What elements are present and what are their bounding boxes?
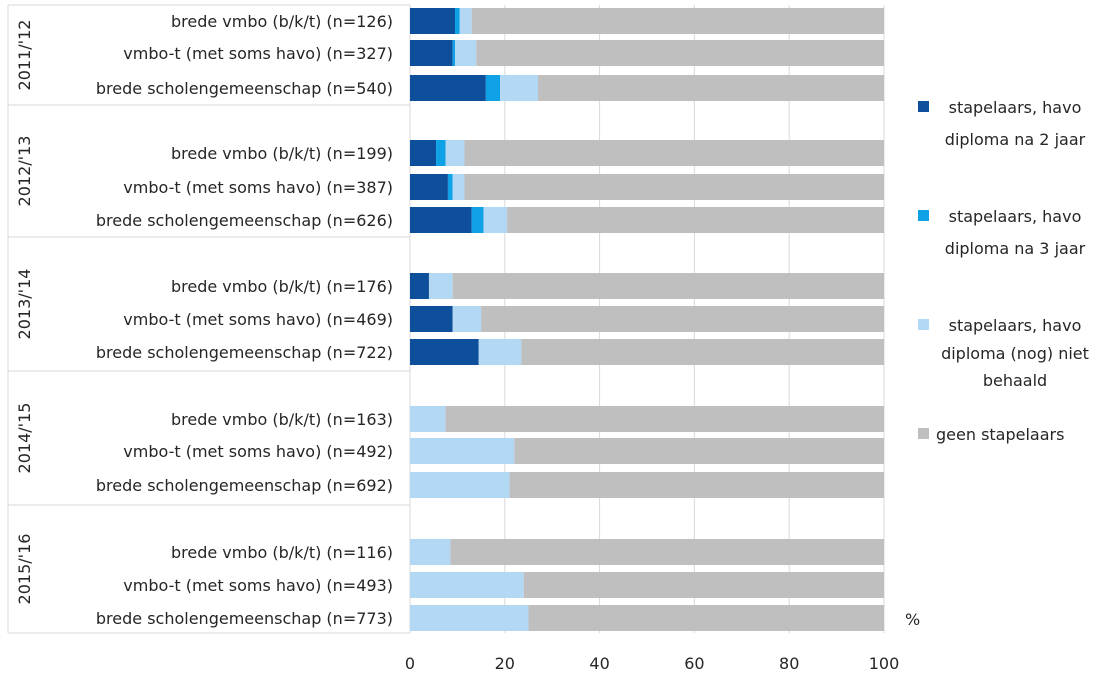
bar-segment — [464, 174, 884, 200]
group-label: 2011/'12 — [15, 20, 34, 91]
bar-segment — [410, 140, 437, 166]
legend-label: diploma (nog) niet — [941, 344, 1089, 363]
bar-segment — [452, 306, 482, 332]
legend: stapelaars, havo diploma na 2 jaar stapela… — [918, 98, 1089, 444]
legend-label: diploma na 3 jaar — [945, 239, 1086, 258]
bar-segment — [410, 438, 515, 464]
bar-segment — [410, 572, 524, 598]
bar-segment — [410, 273, 429, 299]
legend-label: diploma na 2 jaar — [945, 130, 1086, 149]
bar-segment — [459, 8, 472, 34]
bar-segment — [485, 75, 501, 101]
bars — [410, 8, 884, 631]
category-label: brede scholengemeenschap (n=692) — [96, 476, 393, 495]
bar-segment — [428, 273, 453, 299]
bar-segment — [410, 406, 446, 432]
category-label: brede scholengemeenschap (n=773) — [96, 609, 393, 628]
category-label: brede vmbo (b/k/t) (n=163) — [171, 410, 393, 429]
bar-segment — [509, 472, 884, 498]
bar-segment — [455, 8, 460, 34]
bar-segment — [500, 75, 538, 101]
bar-segment — [447, 174, 453, 200]
legend-label: stapelaars, havo — [949, 316, 1082, 335]
bar-segment — [523, 572, 884, 598]
legend-label: stapelaars, havo — [949, 207, 1082, 226]
bar-segment — [455, 40, 477, 66]
x-tick-label: 100 — [869, 654, 900, 673]
bar-segment — [452, 40, 456, 66]
bar-segment — [410, 605, 529, 631]
x-tick-label: 80 — [779, 654, 799, 673]
legend-swatch — [918, 210, 929, 221]
category-label: vmbo-t (met soms havo) (n=492) — [123, 442, 393, 461]
category-label: brede scholengemeenschap (n=626) — [96, 211, 393, 230]
bar-segment — [410, 8, 456, 34]
category-label: brede vmbo (b/k/t) (n=176) — [171, 277, 393, 296]
x-tick-label: 60 — [684, 654, 704, 673]
category-label: brede vmbo (b/k/t) (n=126) — [171, 12, 393, 31]
legend-label: behaald — [983, 371, 1047, 390]
bar-segment — [445, 406, 884, 432]
bar-segment — [528, 605, 884, 631]
bar-segment — [410, 306, 453, 332]
legend-label: geen stapelaars — [936, 425, 1064, 444]
bar-segment — [410, 40, 453, 66]
category-label: brede vmbo (b/k/t) (n=199) — [171, 144, 393, 163]
x-tick-label: 40 — [589, 654, 609, 673]
bar-segment — [452, 273, 884, 299]
bar-segment — [507, 207, 884, 233]
x-tick-label: 20 — [495, 654, 515, 673]
group-label: 2013/'14 — [15, 269, 34, 340]
group-label: 2012/'13 — [15, 136, 34, 207]
bar-segment — [481, 306, 884, 332]
x-tick-label: 0 — [405, 654, 415, 673]
group-labels: 2011/'12 2012/'13 2013/'14 2014/'15 2015/'16 — [15, 20, 34, 605]
bar-segment — [410, 75, 486, 101]
legend-swatch — [918, 319, 929, 330]
bar-segment — [514, 438, 884, 464]
bar-segment — [410, 207, 472, 233]
bar-segment — [410, 174, 448, 200]
bar-segment — [478, 339, 522, 365]
legend-swatch — [918, 428, 929, 439]
category-label: brede scholengemeenschap (n=722) — [96, 343, 393, 362]
bar-segment — [464, 140, 884, 166]
bar-segment — [483, 207, 508, 233]
unit-label: % — [905, 610, 920, 629]
bar-segment — [450, 539, 884, 565]
bar-segment — [410, 472, 510, 498]
category-label: vmbo-t (met soms havo) (n=387) — [123, 178, 393, 197]
bar-segment — [445, 140, 465, 166]
bar-segment — [537, 75, 884, 101]
category-label: vmbo-t (met soms havo) (n=493) — [123, 576, 393, 595]
bar-segment — [436, 140, 446, 166]
category-label: vmbo-t (met soms havo) (n=327) — [123, 44, 393, 63]
legend-swatch — [918, 101, 929, 112]
bar-segment — [452, 174, 465, 200]
x-axis-tick-labels: 0 20 40 60 80 100 — [405, 654, 899, 673]
bar-segment — [521, 339, 884, 365]
bar-segment — [471, 207, 484, 233]
category-label: brede scholengemeenschap (n=540) — [96, 79, 393, 98]
group-label: 2015/'16 — [15, 534, 34, 605]
category-labels: brede vmbo (b/k/t) (n=126) vmbo-t (met so… — [96, 12, 393, 628]
bar-segment — [471, 8, 884, 34]
legend-label: stapelaars, havo — [949, 98, 1082, 117]
category-label: vmbo-t (met soms havo) (n=469) — [123, 310, 393, 329]
bar-segment — [410, 539, 451, 565]
group-label: 2014/'15 — [15, 403, 34, 474]
category-label: brede vmbo (b/k/t) (n=116) — [171, 543, 393, 562]
bar-segment — [410, 339, 479, 365]
bar-segment — [476, 40, 884, 66]
group-separators — [7, 4, 411, 634]
